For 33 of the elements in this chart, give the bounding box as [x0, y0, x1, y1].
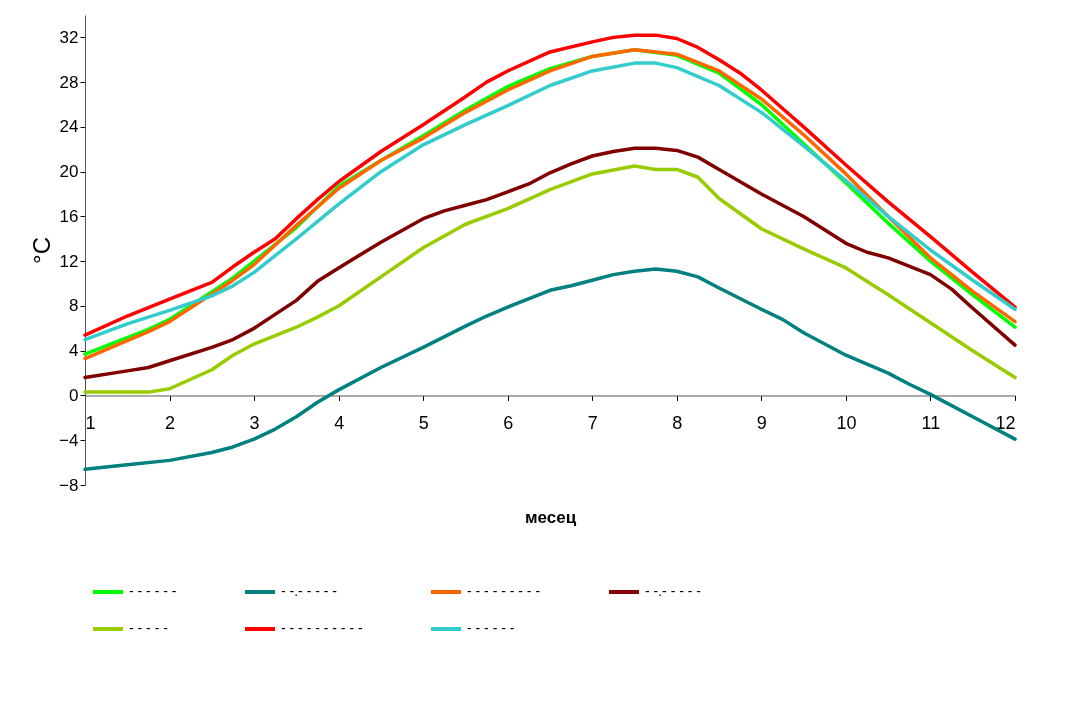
legend-label: - - - - - - [467, 620, 515, 636]
y-tick-label: −8 [59, 475, 79, 495]
y-tick-label: 16 [59, 206, 79, 226]
legend-label: - - - - - [129, 620, 169, 636]
x-tick-label: 6 [503, 412, 514, 433]
y-tick-label: 32 [59, 27, 79, 47]
y-tick-label: 20 [59, 162, 79, 182]
y-tick-label: 8 [69, 296, 79, 316]
x-tick-label: 5 [418, 412, 429, 433]
y-tick-label: 12 [59, 251, 79, 271]
x-tick-label: 10 [836, 412, 857, 433]
x-tick-label: 11 [921, 412, 941, 433]
x-tick-label: 8 [672, 412, 683, 433]
x-tick-label: 1 [85, 412, 96, 433]
x-tick-label: 12 [995, 412, 1016, 433]
legend-label: - - - - - - - - - - [281, 620, 363, 636]
x-tick-label: 7 [587, 412, 598, 433]
y-tick-label: 24 [59, 117, 79, 137]
x-axis-title: месец [524, 507, 577, 527]
x-tick-label: 4 [334, 412, 345, 433]
x-tick-label: 2 [165, 412, 176, 433]
y-axis-title: °C [28, 237, 56, 264]
x-tick-label: 9 [756, 412, 767, 433]
legend-label: - - - - - - [129, 583, 177, 599]
y-tick-label: 4 [69, 341, 79, 361]
y-tick-label: 28 [59, 72, 79, 92]
line-series [83, 267, 1017, 472]
legend-label: - -.- - - - - [281, 583, 338, 599]
legend-label: - - - - - - - - - [467, 583, 541, 599]
y-tick-label: 0 [69, 385, 79, 405]
x-tick-label: 3 [249, 412, 260, 433]
legend-label: - -.- - - - - [645, 583, 702, 599]
y-tick-label: −4 [59, 430, 79, 450]
